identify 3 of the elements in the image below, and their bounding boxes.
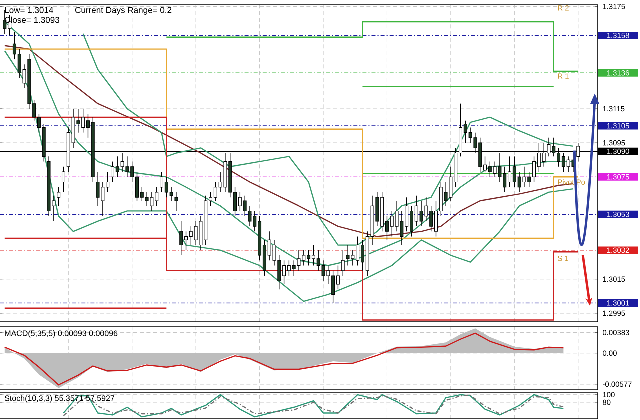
annotation: Current Days Range= 0.2 bbox=[75, 7, 172, 15]
chart-title: MACD(5,35,5) 0.00093 0.00096 bbox=[5, 330, 118, 338]
annotation: Low= 1.3014 bbox=[5, 7, 54, 14]
